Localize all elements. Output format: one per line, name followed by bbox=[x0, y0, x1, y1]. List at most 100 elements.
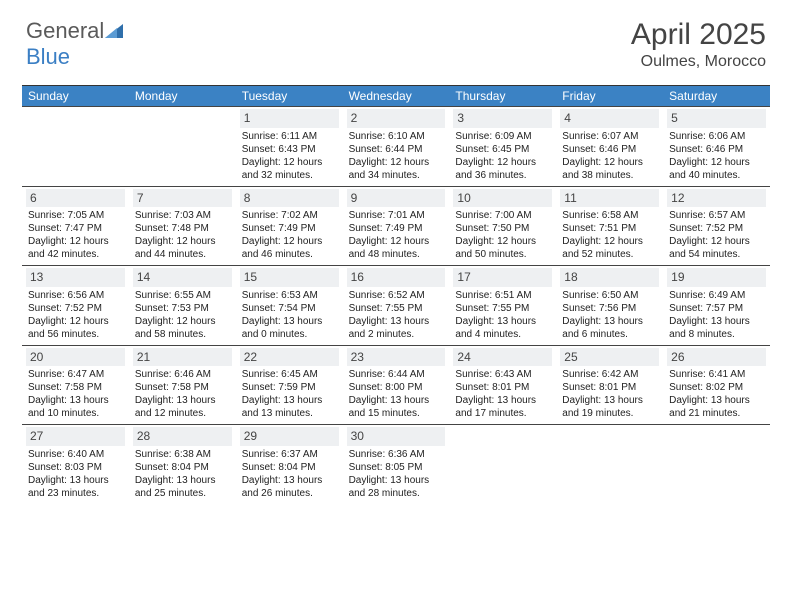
day-info: Sunrise: 6:41 AMSunset: 8:02 PMDaylight:… bbox=[667, 368, 766, 420]
calendar-blank-cell bbox=[22, 107, 129, 186]
calendar-day-cell: 15Sunrise: 6:53 AMSunset: 7:54 PMDayligh… bbox=[236, 266, 343, 345]
sunset-line: Sunset: 7:56 PM bbox=[562, 302, 657, 315]
daylight-line: Daylight: 12 hours and 38 minutes. bbox=[562, 156, 657, 182]
sunrise-line: Sunrise: 6:36 AM bbox=[349, 448, 444, 461]
day-number: 5 bbox=[671, 111, 678, 125]
day-info: Sunrise: 6:49 AMSunset: 7:57 PMDaylight:… bbox=[667, 289, 766, 341]
day-number-row: 7 bbox=[133, 189, 232, 208]
sunrise-line: Sunrise: 6:09 AM bbox=[455, 130, 550, 143]
day-info: Sunrise: 6:52 AMSunset: 7:55 PMDaylight:… bbox=[347, 289, 446, 341]
calendar-day-cell: 19 Sunrise: 6:49 AMSunset: 7:57 PMDayligh… bbox=[663, 266, 770, 345]
day-number-row: 24 bbox=[453, 348, 552, 367]
sunset-line: Sunset: 7:48 PM bbox=[135, 222, 230, 235]
sunset-line: Sunset: 6:46 PM bbox=[562, 143, 657, 156]
sunset-line: Sunset: 7:52 PM bbox=[669, 222, 764, 235]
day-number: 16 bbox=[351, 270, 364, 284]
sunset-line: Sunset: 6:45 PM bbox=[455, 143, 550, 156]
daylight-line: Daylight: 13 hours and 25 minutes. bbox=[135, 474, 230, 500]
daylight-line: Daylight: 12 hours and 48 minutes. bbox=[349, 235, 444, 261]
calendar-day-cell: 7Sunrise: 7:03 AMSunset: 7:48 PMDaylight… bbox=[129, 187, 236, 266]
day-number: 24 bbox=[457, 350, 470, 364]
day-number-row: 22 bbox=[240, 348, 339, 367]
day-number: 8 bbox=[244, 191, 251, 205]
calendar-day-cell: 25Sunrise: 6:42 AMSunset: 8:01 PMDayligh… bbox=[556, 346, 663, 425]
daylight-line: Daylight: 13 hours and 4 minutes. bbox=[455, 315, 550, 341]
day-number-row: 28 bbox=[133, 427, 232, 446]
day-info: Sunrise: 7:00 AMSunset: 7:50 PMDaylight:… bbox=[453, 209, 552, 261]
day-number-row: 2 bbox=[347, 109, 446, 128]
day-number-row: 18 bbox=[560, 268, 659, 287]
day-info: Sunrise: 6:06 AMSunset: 6:46 PMDaylight:… bbox=[667, 130, 766, 182]
sunset-line: Sunset: 7:55 PM bbox=[455, 302, 550, 315]
sunset-line: Sunset: 6:43 PM bbox=[242, 143, 337, 156]
sunset-line: Sunset: 7:54 PM bbox=[242, 302, 337, 315]
sunrise-line: Sunrise: 6:57 AM bbox=[669, 209, 764, 222]
day-number: 19 bbox=[671, 270, 684, 284]
day-number: 10 bbox=[457, 191, 470, 205]
sunset-line: Sunset: 7:55 PM bbox=[349, 302, 444, 315]
day-number: 1 bbox=[244, 111, 251, 125]
sunrise-line: Sunrise: 6:52 AM bbox=[349, 289, 444, 302]
day-info: Sunrise: 6:36 AMSunset: 8:05 PMDaylight:… bbox=[347, 448, 446, 500]
sunrise-line: Sunrise: 6:49 AM bbox=[669, 289, 764, 302]
day-header-cell: Monday bbox=[129, 86, 236, 106]
sunset-line: Sunset: 7:58 PM bbox=[28, 381, 123, 394]
calendar-day-cell: 12Sunrise: 6:57 AMSunset: 7:52 PMDayligh… bbox=[663, 187, 770, 266]
sunrise-line: Sunrise: 7:05 AM bbox=[28, 209, 123, 222]
calendar-day-cell: 30 Sunrise: 6:36 AMSunset: 8:05 PMDayligh… bbox=[343, 425, 450, 504]
calendar-day-cell: 27Sunrise: 6:40 AMSunset: 8:03 PMDayligh… bbox=[22, 425, 129, 504]
day-number-row: 10 bbox=[453, 189, 552, 208]
sunset-line: Sunset: 8:02 PM bbox=[669, 381, 764, 394]
sunset-line: Sunset: 7:57 PM bbox=[669, 302, 764, 315]
day-number: 22 bbox=[244, 350, 257, 364]
sunrise-line: Sunrise: 7:02 AM bbox=[242, 209, 337, 222]
sunrise-line: Sunrise: 6:47 AM bbox=[28, 368, 123, 381]
calendar-blank-cell bbox=[449, 425, 556, 504]
logo: General Blue bbox=[26, 18, 123, 70]
location: Oulmes, Morocco bbox=[631, 53, 766, 71]
calendar-day-cell: 18Sunrise: 6:50 AMSunset: 7:56 PMDayligh… bbox=[556, 266, 663, 345]
day-number-row: 9 bbox=[347, 189, 446, 208]
daylight-line: Daylight: 13 hours and 0 minutes. bbox=[242, 315, 337, 341]
calendar-day-cell: 24Sunrise: 6:43 AMSunset: 8:01 PMDayligh… bbox=[449, 346, 556, 425]
sunrise-line: Sunrise: 6:41 AM bbox=[669, 368, 764, 381]
day-info: Sunrise: 7:01 AMSunset: 7:49 PMDaylight:… bbox=[347, 209, 446, 261]
daylight-line: Daylight: 12 hours and 40 minutes. bbox=[669, 156, 764, 182]
day-number-row: 3 bbox=[453, 109, 552, 128]
calendar-day-cell: 3 Sunrise: 6:09 AMSunset: 6:45 PMDaylight… bbox=[449, 107, 556, 186]
sunset-line: Sunset: 8:04 PM bbox=[135, 461, 230, 474]
day-number-row: 5 bbox=[667, 109, 766, 128]
sunrise-line: Sunrise: 7:00 AM bbox=[455, 209, 550, 222]
day-number-row: 30 bbox=[347, 427, 446, 446]
day-number-row: 12 bbox=[667, 189, 766, 208]
sunset-line: Sunset: 7:49 PM bbox=[349, 222, 444, 235]
sunrise-line: Sunrise: 6:42 AM bbox=[562, 368, 657, 381]
calendar-week-row: 13Sunrise: 6:56 AMSunset: 7:52 PMDayligh… bbox=[22, 265, 770, 345]
sunrise-line: Sunrise: 6:46 AM bbox=[135, 368, 230, 381]
day-info: Sunrise: 6:09 AMSunset: 6:45 PMDaylight:… bbox=[453, 130, 552, 182]
day-number: 7 bbox=[137, 191, 144, 205]
calendar-day-cell: 26Sunrise: 6:41 AMSunset: 8:02 PMDayligh… bbox=[663, 346, 770, 425]
calendar-day-cell: 5 Sunrise: 6:06 AMSunset: 6:46 PMDaylight… bbox=[663, 107, 770, 186]
daylight-line: Daylight: 13 hours and 2 minutes. bbox=[349, 315, 444, 341]
daylight-line: Daylight: 12 hours and 50 minutes. bbox=[455, 235, 550, 261]
logo-triangle-icon bbox=[105, 18, 123, 43]
sunrise-line: Sunrise: 6:38 AM bbox=[135, 448, 230, 461]
sunset-line: Sunset: 7:53 PM bbox=[135, 302, 230, 315]
daylight-line: Daylight: 12 hours and 56 minutes. bbox=[28, 315, 123, 341]
sunrise-line: Sunrise: 6:37 AM bbox=[242, 448, 337, 461]
daylight-line: Daylight: 12 hours and 32 minutes. bbox=[242, 156, 337, 182]
day-number-row: 15 bbox=[240, 268, 339, 287]
sunrise-line: Sunrise: 6:40 AM bbox=[28, 448, 123, 461]
daylight-line: Daylight: 13 hours and 12 minutes. bbox=[135, 394, 230, 420]
day-number: 2 bbox=[351, 111, 358, 125]
sunset-line: Sunset: 8:03 PM bbox=[28, 461, 123, 474]
daylight-line: Daylight: 12 hours and 42 minutes. bbox=[28, 235, 123, 261]
sunset-line: Sunset: 8:04 PM bbox=[242, 461, 337, 474]
sunset-line: Sunset: 7:49 PM bbox=[242, 222, 337, 235]
calendar-day-cell: 11Sunrise: 6:58 AMSunset: 7:51 PMDayligh… bbox=[556, 187, 663, 266]
day-info: Sunrise: 6:58 AMSunset: 7:51 PMDaylight:… bbox=[560, 209, 659, 261]
day-header-cell: Thursday bbox=[449, 86, 556, 106]
calendar: SundayMondayTuesdayWednesdayThursdayFrid… bbox=[22, 85, 770, 504]
day-number: 28 bbox=[137, 429, 150, 443]
